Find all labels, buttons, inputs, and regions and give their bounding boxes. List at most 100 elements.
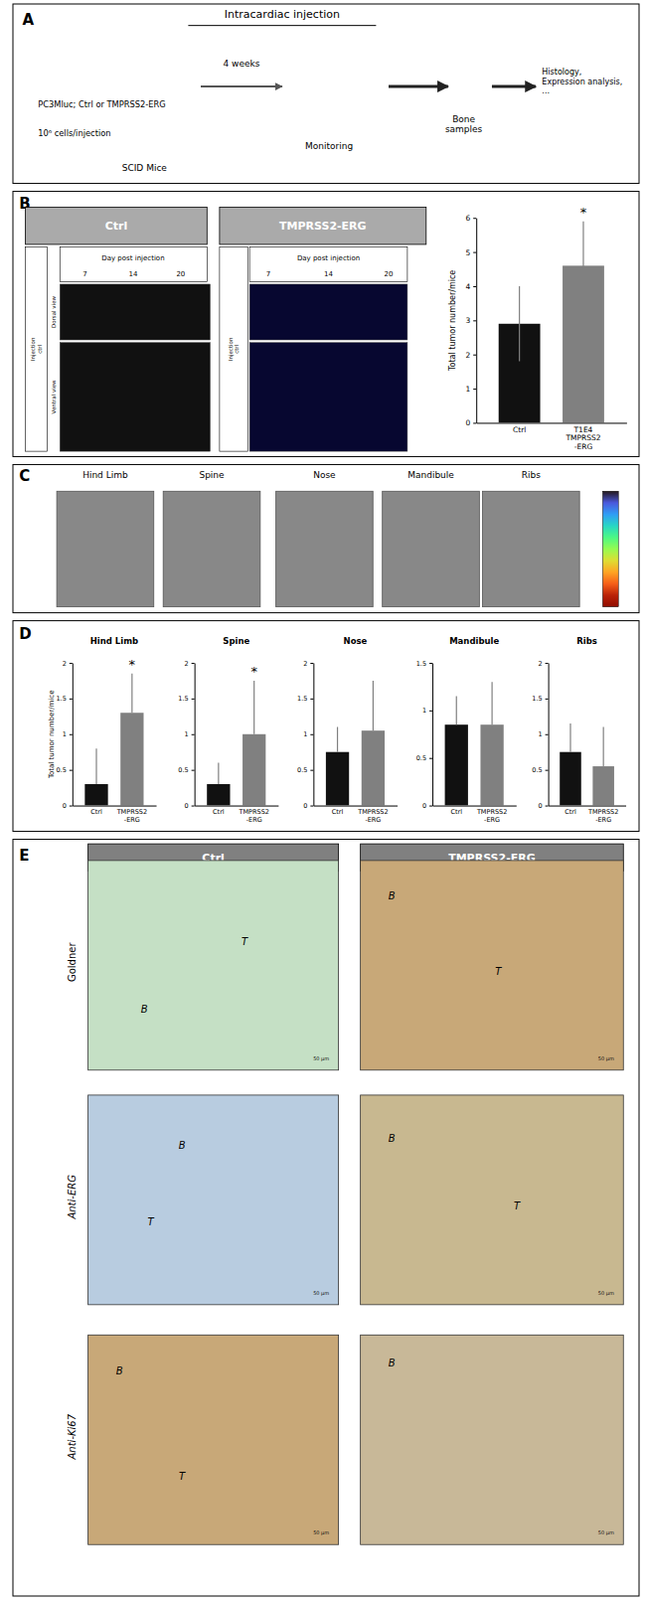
label: 14 [323, 270, 333, 279]
bar [242, 734, 266, 807]
tick-label: 2 [303, 659, 308, 668]
tick: Ctrl [512, 425, 526, 435]
injection-box [219, 247, 248, 453]
header-box [25, 207, 208, 245]
region-label: B [388, 1357, 396, 1369]
axis-line [476, 218, 478, 424]
chart-title: Nose [343, 636, 368, 646]
panel-frame [12, 464, 640, 613]
panel: ECtrlTMPRSS2-ERGGoldner50 μmBT50 μmBTAnt… [12, 839, 640, 1597]
bar-chart: 00.511.52CtrlTMPRSS2-ERGTotal tumor numb… [47, 636, 157, 824]
tick-mark [191, 806, 195, 808]
tick-label: 0 [465, 418, 471, 428]
error-bar [582, 221, 584, 311]
tick: 1 [537, 730, 548, 739]
tick-label: 1.5 [531, 694, 542, 703]
tick-label: 1 [184, 730, 189, 739]
axis-line [194, 806, 279, 808]
tick-label: 0.5 [297, 766, 308, 775]
tick: Ctrl [450, 807, 463, 816]
region-label: B [388, 890, 396, 902]
panel-letter: D [18, 625, 31, 644]
tick-mark [310, 770, 314, 772]
label: 4 weeks [222, 58, 260, 69]
tick-label: 1.5 [55, 694, 66, 703]
tick: 0 [465, 418, 477, 428]
image [249, 284, 408, 340]
tick: 1 [422, 706, 433, 715]
tick-mark [69, 662, 73, 664]
y-axis: 0 0.5 1 1.5 2 [297, 659, 315, 811]
panel-title: Intracardiac injection [224, 7, 340, 21]
tick-mark [69, 734, 73, 736]
label: Day post injection [101, 254, 164, 263]
image [88, 860, 339, 1071]
colorbar [602, 490, 619, 607]
label: Histology,Expression analysis,... [541, 67, 623, 95]
tick-mark [473, 217, 477, 219]
tick-label: TMPRSS2-ERG [476, 807, 507, 823]
label: Injectionctrl [29, 336, 42, 361]
image [382, 490, 481, 607]
tick: T1E4TMPRSS2-ERG [564, 425, 601, 452]
region-label: T [148, 1216, 156, 1228]
tick-label: TMPRSS2-ERG [587, 807, 619, 823]
tick: Ctrl [212, 807, 225, 816]
label: 20 [384, 270, 394, 279]
image [483, 490, 581, 607]
tick-label: 1.5 [297, 694, 308, 703]
bar [559, 752, 582, 807]
tick: 0.5 [297, 766, 314, 775]
tick-label: 3 [465, 316, 471, 325]
tick: 2 [537, 659, 548, 668]
tick: 1 [62, 730, 73, 739]
tick-label: 2 [184, 659, 189, 668]
tick-label: 2 [62, 659, 67, 668]
image [162, 490, 261, 607]
tick-mark [191, 662, 195, 664]
tick: 4 [465, 282, 477, 292]
bar-chart: 00.511.5CtrlTMPRSS2-ERGMandibule [416, 636, 517, 824]
tick: 1.5 [177, 694, 194, 703]
label: Day post injection [297, 254, 360, 263]
tick-mark [473, 354, 477, 356]
axis-line [477, 422, 628, 424]
region-label: T [241, 936, 249, 948]
tick: 1 [184, 730, 195, 739]
header-box [219, 207, 427, 245]
error-bar [603, 727, 605, 767]
tick: 1 [465, 384, 477, 394]
error-bar [131, 673, 133, 713]
tick-label: TMPRSS2-ERG [116, 807, 148, 823]
tick-mark [69, 698, 73, 700]
tick: 1.5 [531, 694, 548, 703]
error-bar [569, 723, 571, 753]
error-bar [253, 680, 255, 735]
marks [206, 680, 266, 807]
bar [206, 784, 230, 807]
error-bar [518, 286, 520, 362]
tick-mark [473, 422, 477, 424]
label: Ventral view [50, 379, 57, 414]
tick: 6 [465, 213, 477, 223]
tick: 1 [303, 730, 314, 739]
error-bar [95, 748, 97, 785]
panel-frame [12, 191, 640, 458]
scale-bar-label: 50 μm [313, 1055, 329, 1063]
tick-label: 0 [303, 802, 308, 810]
tick-mark [429, 806, 433, 808]
arrow [200, 85, 283, 88]
tick: TMPRSS2-ERG [476, 807, 507, 823]
tick-label: 2 [465, 350, 471, 360]
axis-line [548, 662, 550, 807]
x-axis: Ctrl T1E4TMPRSS2-ERG [477, 423, 628, 452]
axis-line [72, 806, 157, 808]
tick: 0 [537, 802, 548, 810]
panel-frame [12, 839, 640, 1597]
tick: 2 [303, 659, 314, 668]
axis-line [194, 662, 196, 807]
axis-line [314, 806, 398, 808]
region-label: B [141, 1003, 149, 1015]
panel: CHind LimbSpineNoseMandibuleRibs [12, 464, 640, 613]
y-axis: 00.511.5 [416, 659, 434, 811]
